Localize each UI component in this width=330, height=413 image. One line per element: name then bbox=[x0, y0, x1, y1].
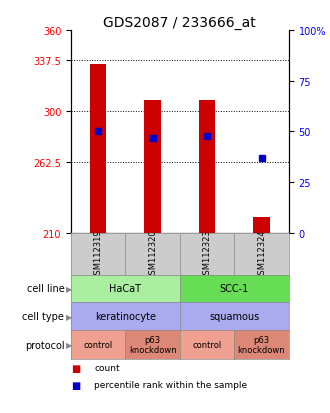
Text: keratinocyte: keratinocyte bbox=[95, 311, 156, 321]
Text: cell type: cell type bbox=[22, 311, 64, 321]
Text: ■: ■ bbox=[71, 363, 80, 373]
Text: ▶: ▶ bbox=[66, 312, 73, 321]
Text: control: control bbox=[83, 340, 113, 349]
Bar bbox=[199, 101, 215, 233]
Text: ▶: ▶ bbox=[66, 284, 73, 293]
Text: control: control bbox=[192, 340, 222, 349]
Text: cell line: cell line bbox=[27, 284, 64, 294]
Text: GSM112320: GSM112320 bbox=[148, 229, 157, 279]
Text: GSM112323: GSM112323 bbox=[203, 229, 212, 280]
Text: p63
knockdown: p63 knockdown bbox=[238, 335, 285, 354]
Title: GDS2087 / 233666_at: GDS2087 / 233666_at bbox=[104, 16, 256, 30]
Text: percentile rank within the sample: percentile rank within the sample bbox=[94, 380, 247, 389]
Text: HaCaT: HaCaT bbox=[110, 284, 141, 294]
Bar bbox=[253, 217, 270, 233]
Bar bbox=[90, 65, 106, 233]
Text: GSM112324: GSM112324 bbox=[257, 229, 266, 279]
Text: protocol: protocol bbox=[25, 340, 64, 350]
Text: squamous: squamous bbox=[209, 311, 259, 321]
Text: ■: ■ bbox=[71, 380, 80, 390]
Text: SCC-1: SCC-1 bbox=[220, 284, 249, 294]
Text: ▶: ▶ bbox=[66, 340, 73, 349]
Bar bbox=[145, 101, 161, 233]
Text: count: count bbox=[94, 363, 120, 373]
Text: p63
knockdown: p63 knockdown bbox=[129, 335, 177, 354]
Text: GSM112319: GSM112319 bbox=[94, 229, 103, 279]
